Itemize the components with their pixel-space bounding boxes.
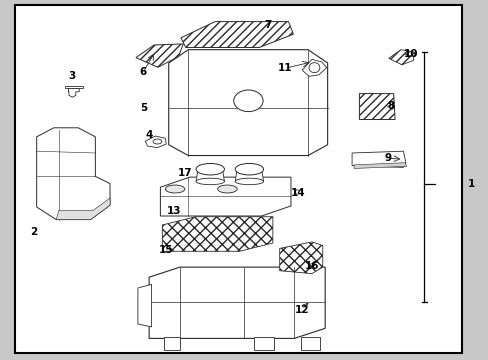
Ellipse shape <box>153 139 162 144</box>
Ellipse shape <box>308 63 319 73</box>
Text: 1: 1 <box>468 179 474 189</box>
Ellipse shape <box>217 185 237 193</box>
Text: 10: 10 <box>403 49 417 59</box>
Text: 14: 14 <box>290 188 305 198</box>
Polygon shape <box>181 22 293 48</box>
Text: 16: 16 <box>304 261 319 271</box>
Ellipse shape <box>233 90 263 112</box>
Polygon shape <box>56 198 110 220</box>
Ellipse shape <box>235 163 263 175</box>
Polygon shape <box>300 337 320 350</box>
Ellipse shape <box>196 163 224 175</box>
Polygon shape <box>145 136 166 148</box>
Ellipse shape <box>165 185 184 193</box>
Text: 8: 8 <box>387 101 394 111</box>
Text: 15: 15 <box>159 245 173 255</box>
Text: 2: 2 <box>30 227 37 237</box>
Text: 3: 3 <box>69 71 76 81</box>
Ellipse shape <box>196 178 224 185</box>
Text: 6: 6 <box>140 67 146 77</box>
Polygon shape <box>163 337 180 350</box>
Polygon shape <box>37 128 110 220</box>
Text: 11: 11 <box>277 63 291 73</box>
Text: 5: 5 <box>141 103 147 113</box>
Text: 9: 9 <box>384 153 390 163</box>
Text: 13: 13 <box>166 206 181 216</box>
Polygon shape <box>160 177 290 216</box>
Polygon shape <box>254 337 273 350</box>
FancyBboxPatch shape <box>15 5 461 353</box>
Text: 12: 12 <box>294 305 308 315</box>
Polygon shape <box>302 59 326 76</box>
Ellipse shape <box>235 178 263 185</box>
Polygon shape <box>149 267 325 338</box>
Polygon shape <box>279 242 322 274</box>
Text: 17: 17 <box>177 168 192 178</box>
Polygon shape <box>136 44 183 67</box>
Polygon shape <box>64 86 82 88</box>
Polygon shape <box>196 169 224 181</box>
Polygon shape <box>168 50 327 156</box>
Polygon shape <box>388 50 414 65</box>
Polygon shape <box>68 88 79 97</box>
Text: 7: 7 <box>264 20 271 30</box>
Polygon shape <box>162 217 272 251</box>
Polygon shape <box>359 94 394 120</box>
Text: 4: 4 <box>145 130 153 140</box>
Polygon shape <box>351 151 405 167</box>
Polygon shape <box>353 163 406 168</box>
Polygon shape <box>138 284 151 327</box>
Polygon shape <box>235 169 263 181</box>
